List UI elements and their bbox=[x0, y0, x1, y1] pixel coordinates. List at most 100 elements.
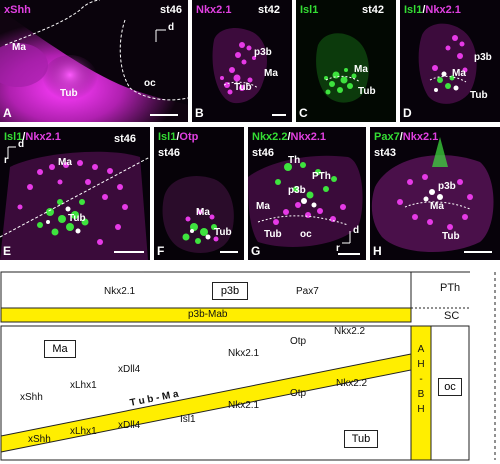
tub-label: Tub bbox=[470, 90, 488, 101]
upper-nkx21: Nkx2.1 bbox=[228, 348, 260, 359]
ahbh-char: A bbox=[417, 344, 425, 355]
ma-label: Ma bbox=[264, 68, 278, 79]
panel-b: Nkx2.1 st42 p3b Ma Tub B bbox=[192, 0, 292, 122]
stain-slash: / bbox=[176, 131, 180, 143]
tub-box: Tub bbox=[344, 430, 378, 448]
ma-label: Ma bbox=[58, 157, 72, 168]
stain-label: Isl1/Otp bbox=[158, 131, 198, 143]
lower-nkx21: Nkx2.1 bbox=[228, 400, 260, 411]
stage-label: st42 bbox=[258, 4, 281, 16]
p3b-mab-band: p3b-Mab bbox=[188, 309, 228, 320]
panel-letter: G bbox=[251, 244, 261, 258]
ma-label: Ma bbox=[452, 68, 466, 79]
p3b-label: p3b bbox=[438, 181, 456, 192]
stain-label: Isl1/Nkx2.1 bbox=[4, 131, 61, 143]
stage-label: st42 bbox=[362, 4, 385, 16]
stain-a: Isl1 bbox=[404, 4, 423, 16]
axis-r-label: r bbox=[4, 155, 8, 166]
stain-a: Isl1 bbox=[158, 131, 177, 143]
upper-xlhx1: xLhx1 bbox=[70, 380, 97, 391]
ma-label: Ma bbox=[196, 207, 210, 218]
pth-label: PTh bbox=[440, 282, 461, 294]
tub-label: Tub bbox=[234, 82, 252, 93]
stain-label: xShh bbox=[4, 4, 31, 16]
panel-letter: E bbox=[3, 244, 12, 258]
ahbh-char: H bbox=[417, 404, 425, 415]
top-nkx21: Nkx2.1 bbox=[104, 286, 136, 297]
ma-label: Ma bbox=[256, 201, 270, 212]
panel-c: Isl1 st42 Ma Tub C bbox=[296, 0, 396, 122]
ma-box: Ma bbox=[44, 340, 76, 358]
stage-label: st46 bbox=[158, 147, 181, 159]
tub-label: Tub bbox=[68, 213, 86, 224]
ahbh-column: A H - B H bbox=[411, 342, 431, 417]
ma-label: Ma bbox=[12, 42, 26, 53]
top-pax7: Pax7 bbox=[296, 286, 319, 297]
stain-label: Pax7/Nkx2.1 bbox=[374, 131, 438, 143]
stain-a: Nkx2.2 bbox=[252, 131, 288, 143]
upper-otp: Otp bbox=[290, 336, 307, 347]
lower-isl1: Isl1 bbox=[180, 414, 196, 425]
panel-letter: B bbox=[195, 106, 204, 120]
ahbh-char: B bbox=[417, 389, 425, 400]
stain-a: Isl1 bbox=[4, 131, 23, 143]
tub-label: Tub bbox=[214, 227, 232, 238]
panel-h-image bbox=[370, 127, 500, 260]
panel-g-image bbox=[248, 127, 366, 260]
panel-c-image bbox=[296, 0, 396, 122]
panel-a: xShh st46 d Ma Tub oc A bbox=[0, 0, 188, 122]
stain-a: Pax7 bbox=[374, 131, 400, 143]
lower-xdll4: xDll4 bbox=[118, 420, 141, 431]
scale-bar bbox=[272, 114, 286, 116]
stage-label: st46 bbox=[252, 147, 275, 159]
panel-letter: C bbox=[299, 106, 308, 120]
oc-label: oc bbox=[144, 78, 156, 89]
p3b-box: p3b bbox=[212, 282, 248, 300]
panel-h: Pax7/Nkx2.1 st43 p3b Ma Tub H bbox=[370, 127, 500, 260]
pth-label: PTh bbox=[312, 171, 331, 182]
ma-label: Ma bbox=[354, 64, 368, 75]
stain-slash: / bbox=[399, 131, 403, 143]
upper-xshh: xShh bbox=[20, 392, 43, 403]
tub-label: Tub bbox=[358, 86, 376, 97]
panel-a-image bbox=[0, 0, 188, 122]
stain-b: Nkx2.1 bbox=[402, 131, 439, 143]
p3b-label: p3b bbox=[254, 47, 272, 58]
panel-e: Isl1/Nkx2.1 st46 d r Ma Tub E bbox=[0, 127, 150, 260]
stain-b: Nkx2.1 bbox=[290, 131, 327, 143]
panel-letter: D bbox=[403, 106, 412, 120]
stain-b: Nkx2.1 bbox=[25, 131, 61, 143]
tub-label: Tub bbox=[264, 229, 282, 240]
stain-label: Nkx2.2/Nkx2.1 bbox=[252, 131, 326, 143]
lower-xlhx1: xLhx1 bbox=[70, 426, 97, 437]
stain-slash: / bbox=[422, 4, 426, 16]
stain-b: Nkx2.1 bbox=[425, 4, 461, 16]
upper-nkx22: Nkx2.2 bbox=[334, 326, 366, 337]
panel-b-image bbox=[192, 0, 292, 122]
p3b-label: p3b bbox=[288, 185, 306, 196]
tub-label: Tub bbox=[442, 231, 460, 242]
scale-bar bbox=[150, 114, 178, 116]
panel-f: Isl1/Otp st46 Ma Tub F bbox=[154, 127, 244, 260]
scale-bar bbox=[338, 253, 360, 255]
ma-label: Ma bbox=[430, 201, 444, 212]
panel-g: Nkx2.2/Nkx2.1 st46 Th PTh p3b Ma Tub oc … bbox=[248, 127, 366, 260]
panel-letter: F bbox=[157, 244, 165, 258]
stain-b: Otp bbox=[179, 131, 199, 143]
panel-e-image bbox=[0, 127, 150, 260]
stage-label: st46 bbox=[160, 4, 183, 16]
th-label: Th bbox=[288, 155, 301, 166]
scale-bar bbox=[464, 251, 492, 253]
oc-box: oc bbox=[438, 378, 462, 396]
panel-letter: A bbox=[3, 106, 12, 120]
axis-label: d bbox=[168, 22, 175, 33]
lower-otp: Otp bbox=[290, 388, 307, 399]
stain-label: Isl1/Nkx2.1 bbox=[404, 4, 461, 16]
panel-d-image bbox=[400, 0, 500, 122]
stain-slash: / bbox=[22, 131, 26, 143]
oc-label: oc bbox=[300, 229, 312, 240]
stain-slash: / bbox=[287, 131, 291, 143]
stage-label: st46 bbox=[114, 133, 137, 145]
schematic: Nkx2.1 p3b Pax7 PTh p3b-Mab SC Ma xShh x… bbox=[0, 268, 500, 464]
scale-bar bbox=[114, 251, 144, 253]
